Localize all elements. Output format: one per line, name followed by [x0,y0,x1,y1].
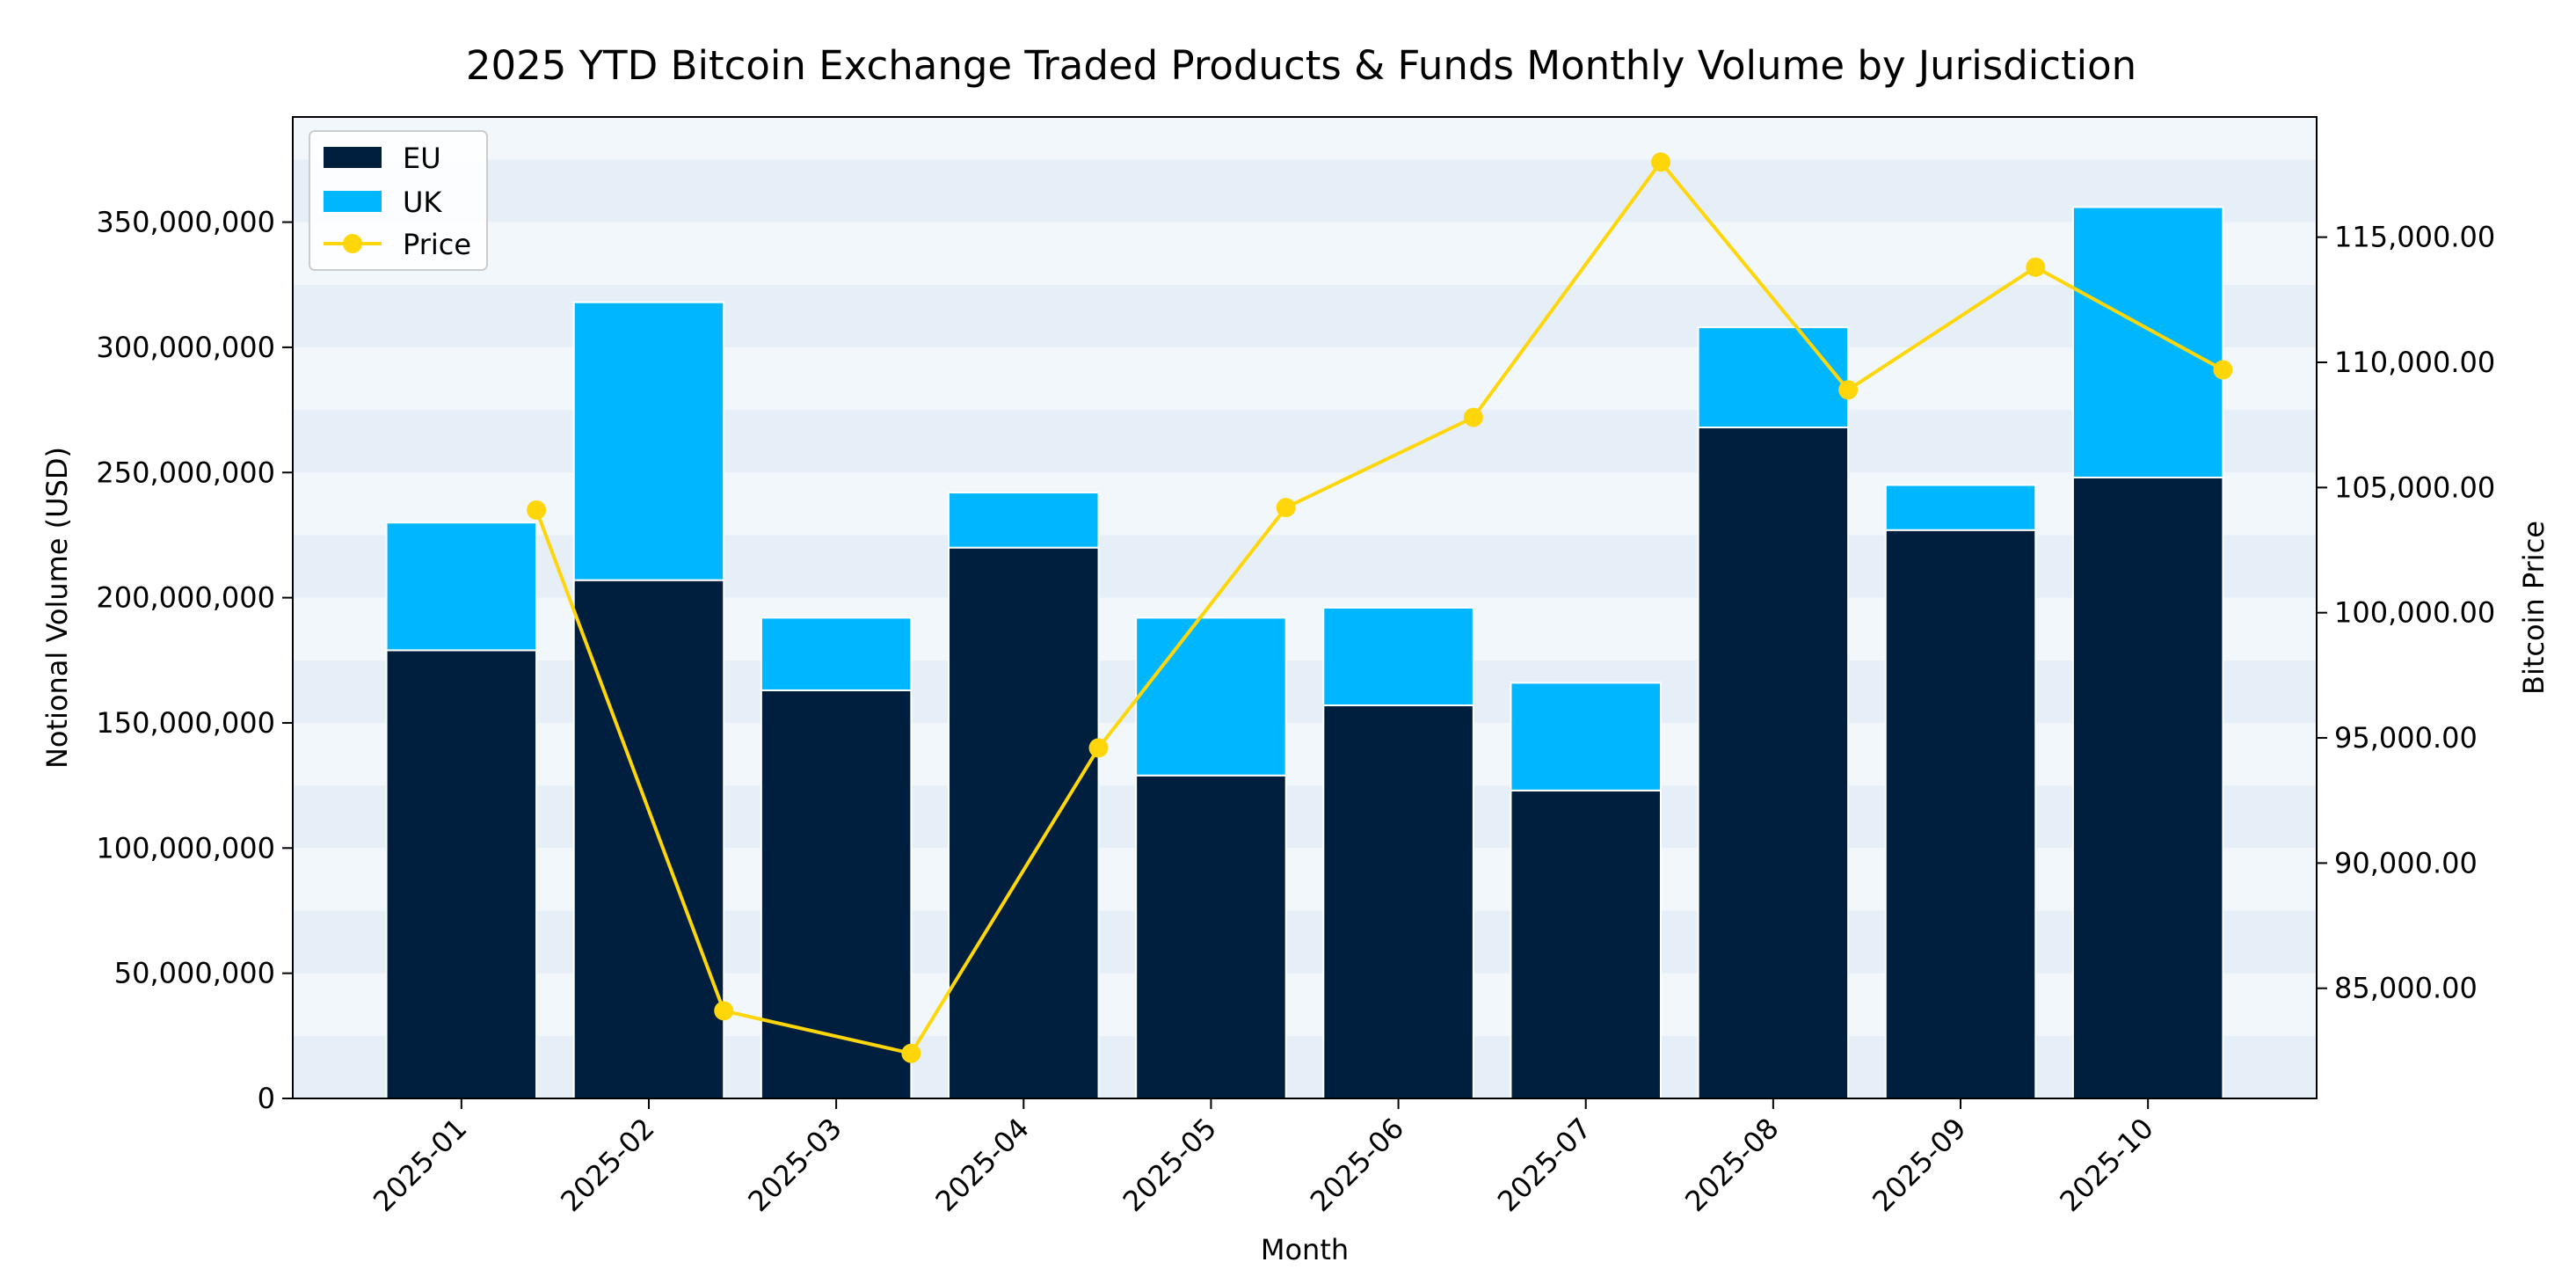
y-tick-label: 350,000,000 [96,206,275,239]
y-tick-label: 250,000,000 [96,456,275,489]
bar-uk-2025-10 [2071,206,2224,478]
bar-uk-2025-05 [1135,616,1287,777]
y-tick-label: 100,000,000 [96,831,275,865]
price-point-2025-04 [1088,738,1109,758]
bar-eu-2025-09 [1884,529,2037,1099]
x-tick-label: 2025-08 [1678,1112,1785,1218]
legend-marker-price [343,234,362,253]
bar-eu-2025-03 [760,689,913,1099]
x-tick-label: 2025-03 [741,1112,848,1218]
x-tick-label: 2025-10 [2053,1112,2159,1218]
legend-label-uk: UK [403,186,442,219]
x-tick-label: 2025-05 [1117,1112,1223,1218]
y2-tick-label: 100,000.00 [2334,596,2495,630]
y2-tick-label: 115,000.00 [2334,221,2495,254]
bar-uk-2025-01 [385,522,538,652]
price-point-2025-05 [1276,498,1296,518]
bar-eu-2025-02 [572,579,725,1099]
price-point-2025-03 [901,1043,921,1063]
bar-eu-2025-08 [1697,427,1850,1100]
bar-eu-2025-04 [948,546,1100,1099]
y-tick-label: 300,000,000 [96,331,275,364]
legend: EU UK Price [309,130,488,271]
price-point-2025-01 [527,500,547,520]
legend-swatch-eu [324,147,382,168]
bar-eu-2025-10 [2071,476,2224,1099]
bar-uk-2025-07 [1510,682,1662,792]
price-point-2025-07 [1650,152,1670,172]
x-axis-label: Month [1261,1233,1349,1266]
chart-title: 2025 YTD Bitcoin Exchange Traded Product… [466,42,2136,89]
price-point-2025-06 [1463,407,1483,427]
y2-tick-label: 110,000.00 [2334,346,2495,379]
bar-eu-2025-05 [1135,774,1287,1099]
price-point-2025-09 [2026,257,2046,277]
price-point-2025-08 [1838,380,1859,400]
bar-eu-2025-01 [385,649,538,1099]
y2-tick-label: 105,000.00 [2334,471,2495,504]
bar-uk-2025-09 [1884,484,2037,531]
x-axis: 2025-01 2025-02 2025-03 2025-04 2025-05 2025-… [367,1098,2160,1218]
y2-tick-label: 85,000.00 [2334,972,2478,1005]
background-band [293,159,2317,223]
x-tick-label: 2025-02 [554,1112,660,1218]
background-band [293,222,2317,285]
y2-tick-label: 90,000.00 [2334,846,2478,879]
y2-tick-label: 95,000.00 [2334,721,2478,755]
bar-uk-2025-02 [572,301,725,581]
y-tick-label: 150,000,000 [96,706,275,740]
bar-eu-2025-06 [1322,704,1474,1100]
bar-uk-2025-04 [948,492,1100,549]
x-tick-label: 2025-09 [1866,1112,1972,1218]
x-tick-label: 2025-06 [1304,1112,1410,1218]
x-tick-label: 2025-04 [929,1112,1036,1218]
legend-label-price: Price [403,228,471,261]
plot-frame [292,116,2318,1099]
bar-uk-2025-08 [1697,326,1850,429]
price-point-2025-02 [714,1001,734,1021]
price-point-2025-10 [2213,360,2233,380]
bar-eu-2025-07 [1510,789,1662,1099]
y-tick-label: 0 [258,1082,275,1115]
y-tick-label: 50,000,000 [114,957,275,990]
price-line [535,158,2224,1056]
legend-swatch-uk [324,191,382,212]
x-tick-label: 2025-01 [367,1112,473,1218]
background-band [293,117,2317,160]
price-line-layer [527,152,2233,1063]
y2-axis-label: Bitcoin Price [2517,521,2551,695]
y-axis-left: 0 50,000,000 100,000,000 150,000,000 200,000… [96,206,293,1115]
y-tick-label: 200,000,000 [96,581,275,615]
bar-uk-2025-03 [760,616,913,691]
bar-uk-2025-06 [1322,607,1474,707]
y-axis-label: Notional Volume (USD) [40,447,74,769]
y-axis-right: 85,000.00 90,000.00 95,000.00 100,000.00 105… [2317,221,2495,1005]
x-tick-label: 2025-07 [1491,1112,1597,1218]
legend-label-eu: EU [403,142,441,175]
bars-layer [385,206,2224,1100]
